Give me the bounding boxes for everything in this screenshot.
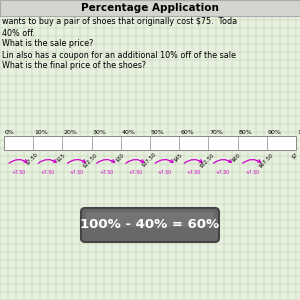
Text: What is the final price of the shoes?: What is the final price of the shoes? [2,61,146,70]
Text: +7.50: +7.50 [41,170,55,175]
Text: $7: $7 [291,152,299,160]
Text: 10: 10 [297,130,300,134]
Text: +7.50: +7.50 [70,170,84,175]
Text: $15: $15 [56,152,67,163]
Text: 90%: 90% [268,130,282,134]
Text: +7.50: +7.50 [216,170,230,175]
Text: $45: $45 [173,152,184,163]
Text: +7.50: +7.50 [245,170,259,175]
Text: 0%: 0% [5,130,15,134]
Text: 60%: 60% [180,130,194,134]
Text: 50%: 50% [151,130,165,134]
Text: 80%: 80% [238,130,252,134]
Text: $52.50: $52.50 [199,152,216,169]
FancyBboxPatch shape [81,208,219,242]
FancyBboxPatch shape [0,0,300,16]
Text: What is the sale price?: What is the sale price? [2,40,93,49]
Text: +7.50: +7.50 [11,170,26,175]
Text: +7.50: +7.50 [158,170,172,175]
Text: $60: $60 [231,152,242,163]
Text: wants to buy a pair of shoes that originally cost $75.  Toda: wants to buy a pair of shoes that origin… [2,17,237,26]
Text: +7.50: +7.50 [187,170,201,175]
Text: 30%: 30% [93,130,106,134]
Text: 40% off.: 40% off. [2,28,35,38]
Text: Percentage Application: Percentage Application [81,3,219,13]
Text: $30: $30 [115,152,125,163]
Text: 100% - 40% = 60%: 100% - 40% = 60% [80,218,220,230]
Text: $22.50: $22.50 [82,152,99,169]
Text: $37.50: $37.50 [141,152,157,168]
Text: 40%: 40% [122,130,136,134]
Text: 20%: 20% [63,130,77,134]
FancyBboxPatch shape [0,16,300,17]
Text: +7.50: +7.50 [128,170,142,175]
FancyBboxPatch shape [4,136,296,150]
Text: 70%: 70% [209,130,223,134]
Text: Lin also has a coupon for an additional 10% off of the sale: Lin also has a coupon for an additional … [2,50,236,59]
Text: +7.50: +7.50 [99,170,113,175]
Text: 10%: 10% [34,130,48,134]
Text: $67.50: $67.50 [257,152,274,169]
Text: $7.50: $7.50 [25,152,39,166]
FancyBboxPatch shape [86,212,214,227]
